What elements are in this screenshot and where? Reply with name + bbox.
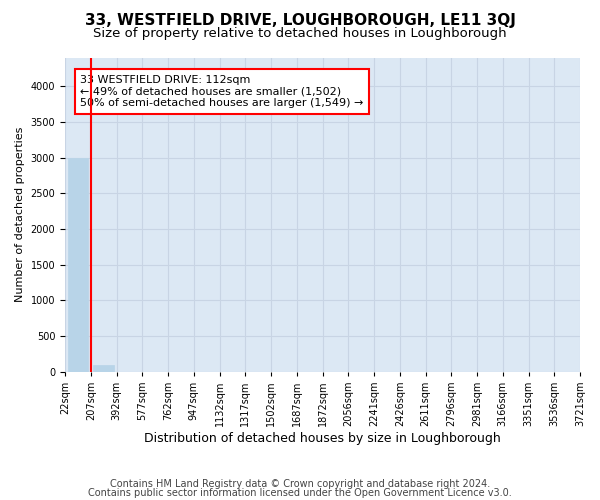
Text: 33, WESTFIELD DRIVE, LOUGHBOROUGH, LE11 3QJ: 33, WESTFIELD DRIVE, LOUGHBOROUGH, LE11 … bbox=[85, 12, 515, 28]
Bar bbox=[94, 365, 114, 372]
Text: 33 WESTFIELD DRIVE: 112sqm
← 49% of detached houses are smaller (1,502)
50% of s: 33 WESTFIELD DRIVE: 112sqm ← 49% of deta… bbox=[80, 75, 364, 108]
Text: Size of property relative to detached houses in Loughborough: Size of property relative to detached ho… bbox=[93, 28, 507, 40]
X-axis label: Distribution of detached houses by size in Loughborough: Distribution of detached houses by size … bbox=[144, 432, 501, 445]
Y-axis label: Number of detached properties: Number of detached properties bbox=[15, 127, 25, 302]
Text: Contains public sector information licensed under the Open Government Licence v3: Contains public sector information licen… bbox=[88, 488, 512, 498]
Text: Contains HM Land Registry data © Crown copyright and database right 2024.: Contains HM Land Registry data © Crown c… bbox=[110, 479, 490, 489]
Bar bbox=[68, 158, 88, 372]
